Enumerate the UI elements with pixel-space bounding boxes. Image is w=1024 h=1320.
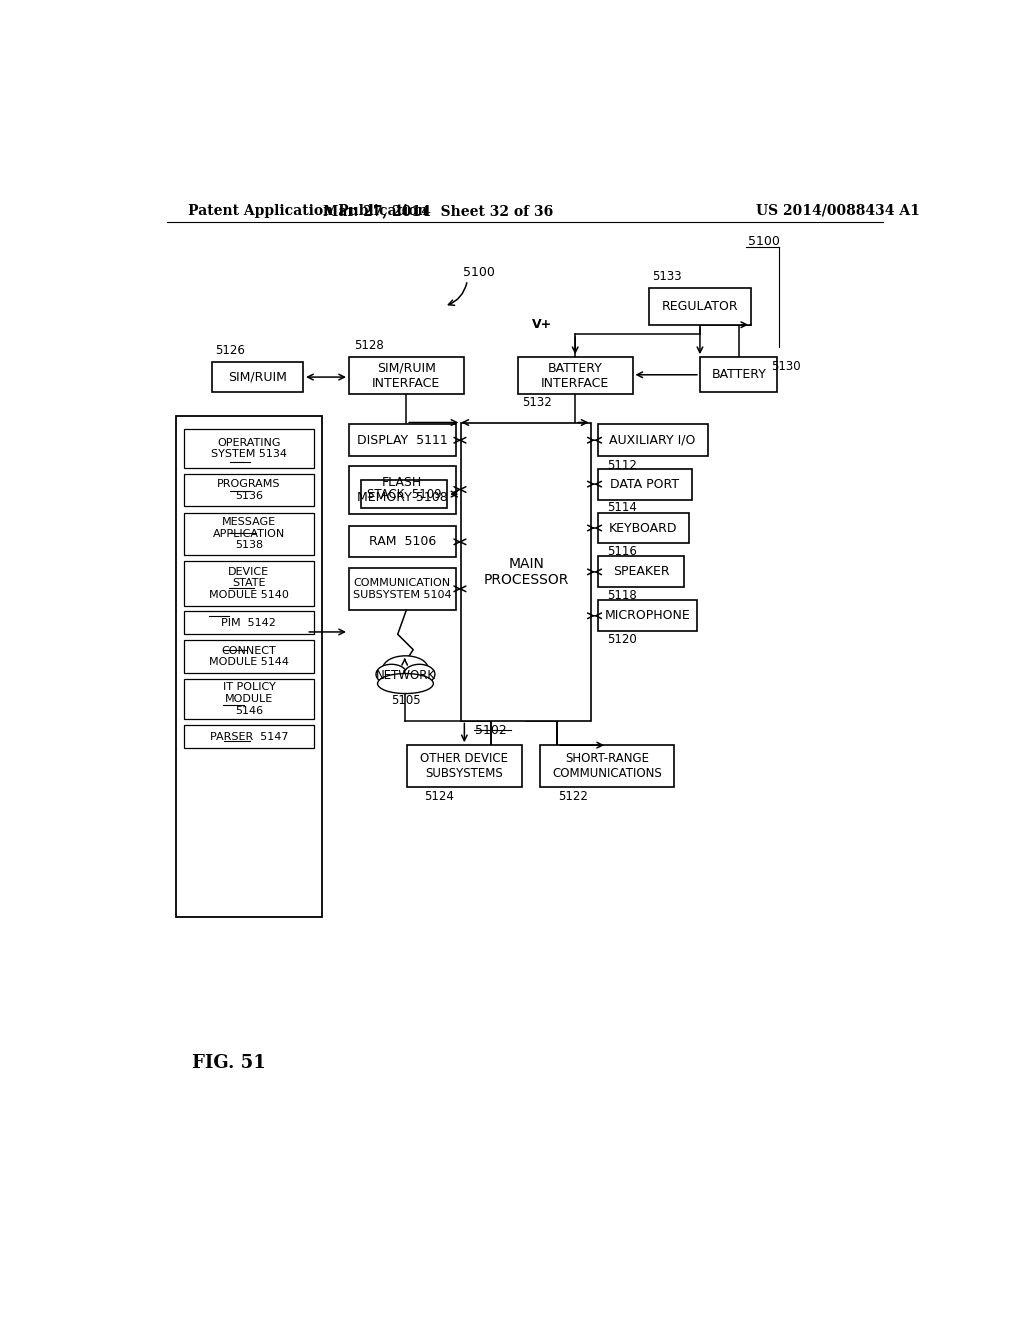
Text: PIM  5142: PIM 5142	[221, 618, 276, 628]
Text: MICROPHONE: MICROPHONE	[604, 610, 690, 622]
Text: CONNECT
MODULE 5144: CONNECT MODULE 5144	[209, 645, 289, 668]
FancyBboxPatch shape	[176, 416, 322, 917]
FancyBboxPatch shape	[541, 744, 674, 788]
Text: SPEAKER: SPEAKER	[612, 565, 670, 578]
Text: DEVICE
STATE
MODULE 5140: DEVICE STATE MODULE 5140	[209, 566, 289, 601]
Ellipse shape	[378, 673, 433, 693]
Text: AUXILIARY I/O: AUXILIARY I/O	[609, 434, 696, 446]
FancyBboxPatch shape	[183, 429, 314, 469]
FancyBboxPatch shape	[183, 512, 314, 554]
FancyBboxPatch shape	[518, 358, 633, 395]
Text: FLASH
MEMORY 5108: FLASH MEMORY 5108	[357, 477, 447, 504]
Text: STACK  5109: STACK 5109	[367, 487, 441, 500]
Text: 5100: 5100	[748, 235, 780, 248]
Text: SHORT-RANGE
COMMUNICATIONS: SHORT-RANGE COMMUNICATIONS	[552, 752, 662, 780]
Text: OTHER DEVICE
SUBSYSTEMS: OTHER DEVICE SUBSYSTEMS	[420, 752, 508, 780]
Text: 5105: 5105	[390, 694, 420, 708]
FancyBboxPatch shape	[349, 358, 464, 395]
Text: PROGRAMS
5136: PROGRAMS 5136	[217, 479, 281, 502]
Text: 5124: 5124	[424, 789, 454, 803]
Text: NETWORK: NETWORK	[376, 669, 435, 682]
Text: SIM/RUIM: SIM/RUIM	[228, 371, 287, 384]
Ellipse shape	[376, 664, 407, 684]
Text: MESSAGE
APPLICATION
5138: MESSAGE APPLICATION 5138	[213, 517, 285, 550]
Text: Patent Application Publication: Patent Application Publication	[188, 203, 428, 218]
FancyBboxPatch shape	[183, 640, 314, 673]
Text: 5122: 5122	[558, 789, 588, 803]
Text: COMMUNICATION
SUBSYSTEM 5104: COMMUNICATION SUBSYSTEM 5104	[353, 578, 452, 601]
FancyBboxPatch shape	[700, 358, 777, 392]
FancyBboxPatch shape	[598, 469, 692, 499]
FancyBboxPatch shape	[407, 744, 521, 788]
Text: Mar. 27, 2014  Sheet 32 of 36: Mar. 27, 2014 Sheet 32 of 36	[323, 203, 553, 218]
Text: FIG. 51: FIG. 51	[191, 1055, 265, 1072]
FancyBboxPatch shape	[183, 678, 314, 719]
Text: OPERATING
SYSTEM 5134: OPERATING SYSTEM 5134	[211, 438, 287, 459]
Text: BATTERY
INTERFACE: BATTERY INTERFACE	[541, 362, 609, 389]
FancyBboxPatch shape	[212, 362, 303, 392]
Text: 5128: 5128	[354, 339, 384, 352]
Text: 5130: 5130	[771, 360, 801, 374]
Text: 5112: 5112	[607, 459, 637, 471]
Text: V+: V+	[531, 318, 552, 331]
FancyBboxPatch shape	[183, 561, 314, 606]
Text: IT POLICY
MODULE
5146: IT POLICY MODULE 5146	[222, 682, 275, 715]
Text: 5132: 5132	[521, 396, 552, 409]
FancyBboxPatch shape	[598, 512, 689, 544]
Text: 5114: 5114	[607, 502, 637, 513]
FancyBboxPatch shape	[360, 480, 447, 508]
Text: 5116: 5116	[607, 545, 637, 558]
Text: KEYBOARD: KEYBOARD	[609, 521, 678, 535]
FancyBboxPatch shape	[598, 601, 697, 631]
Text: 5133: 5133	[652, 271, 682, 284]
FancyBboxPatch shape	[349, 527, 456, 557]
Text: BATTERY: BATTERY	[712, 368, 766, 381]
Ellipse shape	[403, 664, 435, 684]
FancyBboxPatch shape	[461, 422, 592, 721]
FancyBboxPatch shape	[598, 424, 708, 457]
FancyBboxPatch shape	[349, 568, 456, 610]
Text: DATA PORT: DATA PORT	[610, 478, 680, 491]
FancyBboxPatch shape	[183, 474, 314, 507]
Ellipse shape	[383, 656, 428, 681]
Text: 5126: 5126	[215, 345, 245, 358]
Text: RAM  5106: RAM 5106	[369, 536, 436, 548]
Text: 5120: 5120	[607, 632, 637, 645]
Text: SIM/RUIM
INTERFACE: SIM/RUIM INTERFACE	[372, 362, 440, 389]
FancyBboxPatch shape	[649, 288, 751, 325]
Text: 5102: 5102	[475, 725, 507, 738]
Text: 5100: 5100	[463, 265, 495, 279]
FancyBboxPatch shape	[349, 466, 456, 515]
Text: REGULATOR: REGULATOR	[662, 300, 738, 313]
FancyBboxPatch shape	[349, 424, 456, 457]
FancyBboxPatch shape	[183, 725, 314, 748]
FancyBboxPatch shape	[598, 557, 684, 587]
Text: 5118: 5118	[607, 589, 637, 602]
Text: DISPLAY  5111: DISPLAY 5111	[357, 434, 447, 446]
FancyBboxPatch shape	[183, 611, 314, 635]
Text: US 2014/0088434 A1: US 2014/0088434 A1	[756, 203, 920, 218]
Text: PARSER  5147: PARSER 5147	[210, 731, 288, 742]
Text: MAIN
PROCESSOR: MAIN PROCESSOR	[483, 557, 569, 587]
